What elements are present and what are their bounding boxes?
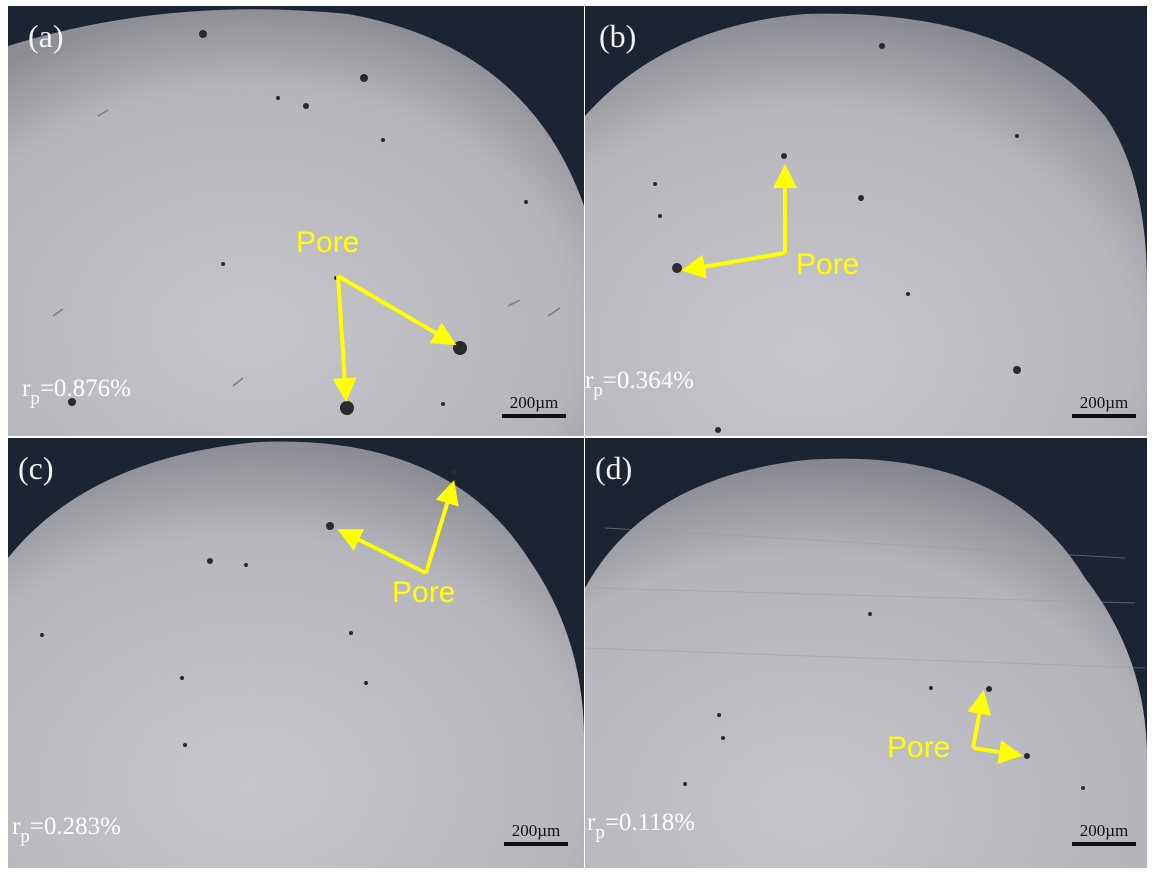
panel-d: (d) rp=0.118% 200µm Pore (585, 438, 1147, 868)
panel-b-scale-bar: 200µm (1072, 394, 1136, 418)
panel-d-pore-label: Pore (887, 731, 951, 764)
panel-d-label: (d) (595, 450, 633, 486)
scale-bar-line (1072, 414, 1136, 418)
rp-subscript: p (595, 822, 605, 843)
panel-a-porosity: rp=0.876% (22, 375, 132, 408)
panel-c-pore-label: Pore (392, 576, 456, 609)
rp-symbol: r (22, 375, 31, 402)
panel-a: (a) rp=0.876% 200µm Pore (8, 6, 584, 436)
rp-value: =0.283% (29, 813, 122, 840)
rp-symbol: r (585, 367, 594, 394)
rp-subscript: p (30, 388, 40, 409)
rp-symbol: r (12, 813, 21, 840)
panel-a-label: (a) (28, 18, 64, 54)
scale-bar-label: 200µm (511, 821, 561, 840)
panel-c-porosity: rp=0.283% (12, 813, 122, 846)
panel-b-micrograph (585, 6, 1147, 436)
panel-c-label: (c) (18, 450, 54, 486)
panel-a-pore-label: Pore (296, 226, 360, 259)
rp-subscript: p (20, 826, 30, 847)
panel-b-label: (b) (599, 18, 637, 54)
rp-subscript: p (593, 380, 603, 401)
rp-value: =0.364% (602, 367, 695, 394)
panel-b-porosity: rp=0.364% (585, 367, 695, 400)
rp-value: =0.876% (39, 375, 132, 402)
panel-d-porosity: rp=0.118% (587, 809, 696, 842)
panel-d-scale-bar: 200µm (1072, 822, 1136, 846)
rp-value: =0.118% (604, 809, 696, 836)
panel-a-scale-bar: 200µm (502, 394, 566, 418)
scale-bar-label: 200µm (1079, 393, 1129, 412)
scale-bar-label: 200µm (509, 393, 559, 412)
scale-bar-line (1072, 842, 1136, 846)
panel-d-micrograph (585, 438, 1147, 868)
scale-bar-line (504, 842, 568, 846)
panel-b: (b) rp=0.364% 200µm Pore (585, 6, 1147, 436)
rp-symbol: r (587, 809, 596, 836)
panel-c-micrograph (8, 438, 584, 868)
scale-bar-line (502, 414, 566, 418)
panel-c: (c) rp=0.283% 200µm Pore (8, 438, 584, 868)
scale-bar-label: 200µm (1079, 821, 1129, 840)
panel-a-micrograph (8, 6, 584, 436)
panel-c-scale-bar: 200µm (504, 822, 568, 846)
panel-b-pore-label: Pore (796, 248, 860, 281)
